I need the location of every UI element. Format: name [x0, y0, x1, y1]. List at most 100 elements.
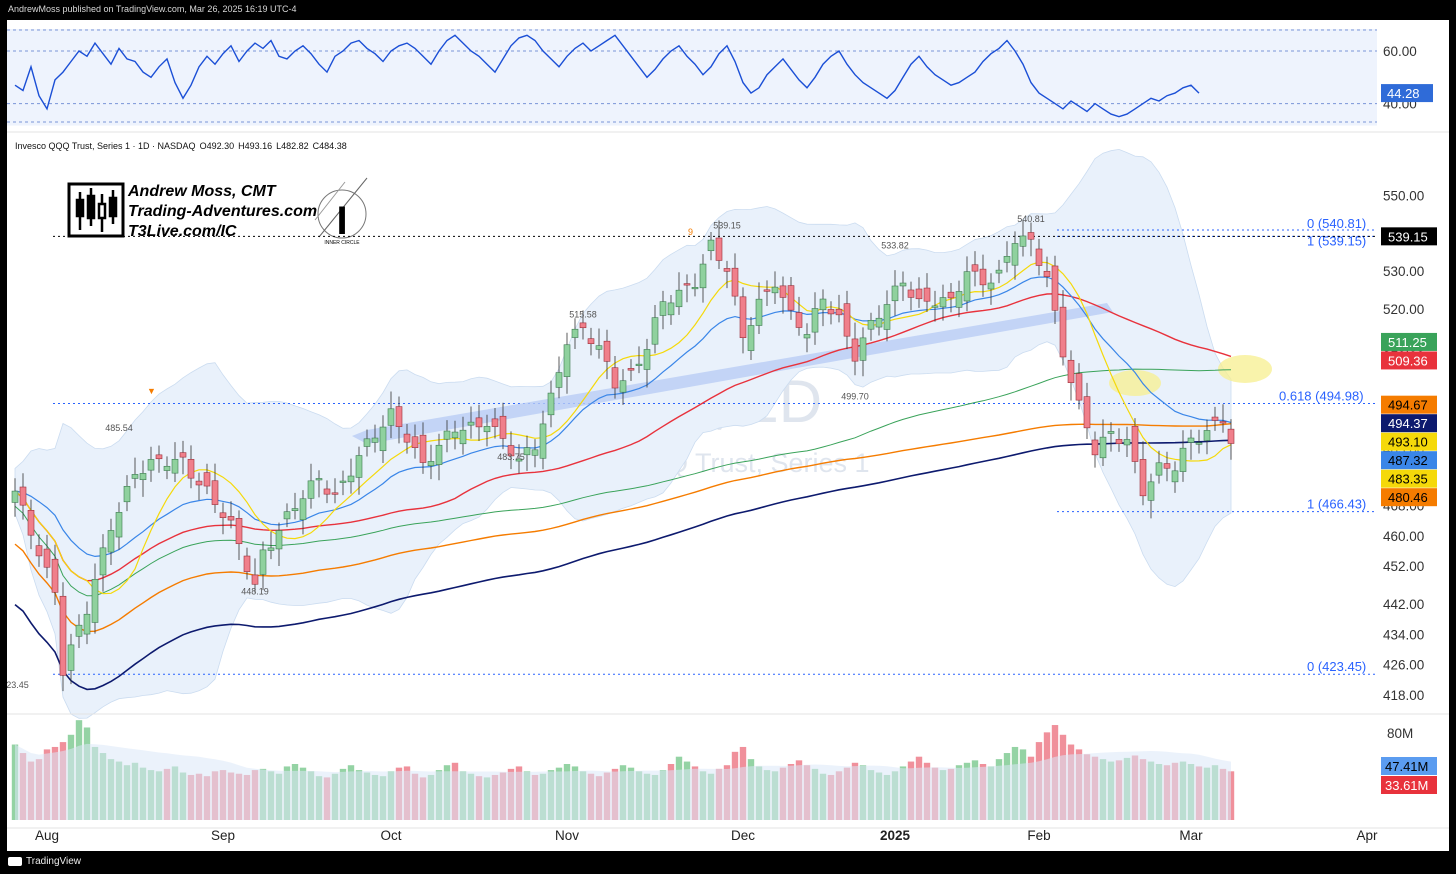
candle-body [147, 459, 155, 471]
candle-body [1043, 270, 1051, 277]
candle-body [19, 486, 27, 506]
candle-body [1115, 439, 1123, 445]
candle-body [563, 344, 571, 377]
candle-body [427, 461, 435, 467]
candle-body [91, 578, 99, 623]
month-label: Nov [555, 828, 579, 843]
candle-body [1219, 421, 1227, 424]
candle-body [483, 426, 491, 433]
month-label: Oct [380, 828, 401, 843]
candle-body [307, 480, 315, 499]
candle-body [771, 286, 779, 294]
price-tag-label: 511.25 [1388, 335, 1427, 350]
candle-body [1075, 373, 1083, 401]
candle-body [1083, 396, 1091, 429]
candle-body [899, 282, 907, 287]
candle-body [907, 289, 915, 298]
candle-body [259, 549, 267, 575]
candle-body [1099, 436, 1107, 459]
swing-label: 485.54 [105, 423, 133, 433]
volume-tick-label: 80M [1387, 726, 1413, 741]
candle-body [707, 239, 715, 252]
price-tick-label: 452.00 [1383, 559, 1424, 574]
candle-body [835, 308, 843, 316]
candle-body [755, 298, 763, 326]
sma150-line [14, 423, 1232, 633]
candle-body [99, 547, 107, 576]
fib-label: 1 (466.43) [1307, 497, 1366, 512]
candle-body [859, 337, 867, 361]
candle-body [555, 372, 563, 388]
candle-body [11, 490, 19, 503]
candle-body [179, 452, 187, 458]
candle-body [1227, 428, 1235, 444]
swing-label: 515.58 [569, 310, 597, 320]
candle-body [1203, 430, 1211, 441]
candle-body [1179, 447, 1187, 472]
candle-body [163, 465, 171, 471]
fib-label: 0 (423.45) [1307, 659, 1366, 674]
candle-body [603, 340, 611, 362]
candle-body [723, 268, 731, 272]
td-down-arrow: ▼ [147, 386, 156, 396]
candle-body [323, 488, 331, 495]
candle-body [691, 287, 699, 290]
candle-body [891, 285, 899, 302]
candle-body [491, 418, 499, 427]
volume-pane: 80M 47.41M 33.61M [7, 713, 1449, 820]
candle-body [83, 613, 91, 635]
candle-body [731, 267, 739, 297]
candle-body [635, 363, 643, 366]
price-tag-label: 487.32 [1388, 453, 1428, 468]
candle-body [739, 296, 747, 339]
candle-body [1067, 359, 1075, 383]
candle-body [27, 510, 35, 536]
month-label: Mar [1179, 828, 1203, 843]
price-tick-label: 520.00 [1383, 302, 1424, 317]
rsi-tick-label: 60.00 [1383, 44, 1417, 59]
time-axis: Aug Sep Oct Nov Dec 2025 Feb Mar Apr [7, 827, 1449, 843]
candle-body [1051, 265, 1059, 311]
candle-body [1123, 439, 1131, 446]
candle-body [1011, 243, 1019, 266]
svg-text:INNER CIRCLE: INNER CIRCLE [324, 240, 360, 246]
price-tag [1381, 227, 1437, 246]
candle-body [123, 486, 131, 503]
price-tick-label: 550.00 [1383, 188, 1424, 203]
rsi-line [14, 34, 1200, 118]
candle-body [523, 447, 531, 456]
candle-body [283, 511, 291, 520]
candle-body [987, 282, 995, 290]
brand-name: Andrew Moss, CMT [127, 183, 277, 200]
candle-body [1019, 235, 1027, 247]
month-label: 2025 [880, 828, 911, 843]
volume-tag [1381, 776, 1437, 794]
candle-body [675, 289, 683, 308]
candle-body [1027, 232, 1035, 240]
candle-body [1003, 256, 1011, 263]
candle-body [955, 291, 963, 308]
candle-body [387, 408, 395, 426]
candle-body [339, 480, 347, 483]
candle-body [171, 458, 179, 474]
swing-label: 533.82 [881, 241, 909, 251]
rsi-band [7, 29, 1377, 126]
candle-body [451, 431, 459, 439]
candle-body [667, 302, 675, 316]
trendline-zone [352, 303, 1113, 444]
swing-label: 423.45 [7, 680, 29, 690]
candle-body [347, 475, 355, 483]
candle-body [243, 555, 251, 572]
candle-body [75, 624, 83, 637]
price-tag-label: 509.36 [1388, 353, 1428, 368]
candle-body [1147, 481, 1155, 501]
candle-body [547, 392, 555, 416]
rsi-value-tag [1381, 84, 1433, 103]
candle-body [643, 349, 651, 370]
candle-body [811, 308, 819, 333]
price-tag [1381, 451, 1437, 470]
price-tag-label: 493.10 [1388, 435, 1428, 450]
candle-body [1187, 437, 1195, 443]
